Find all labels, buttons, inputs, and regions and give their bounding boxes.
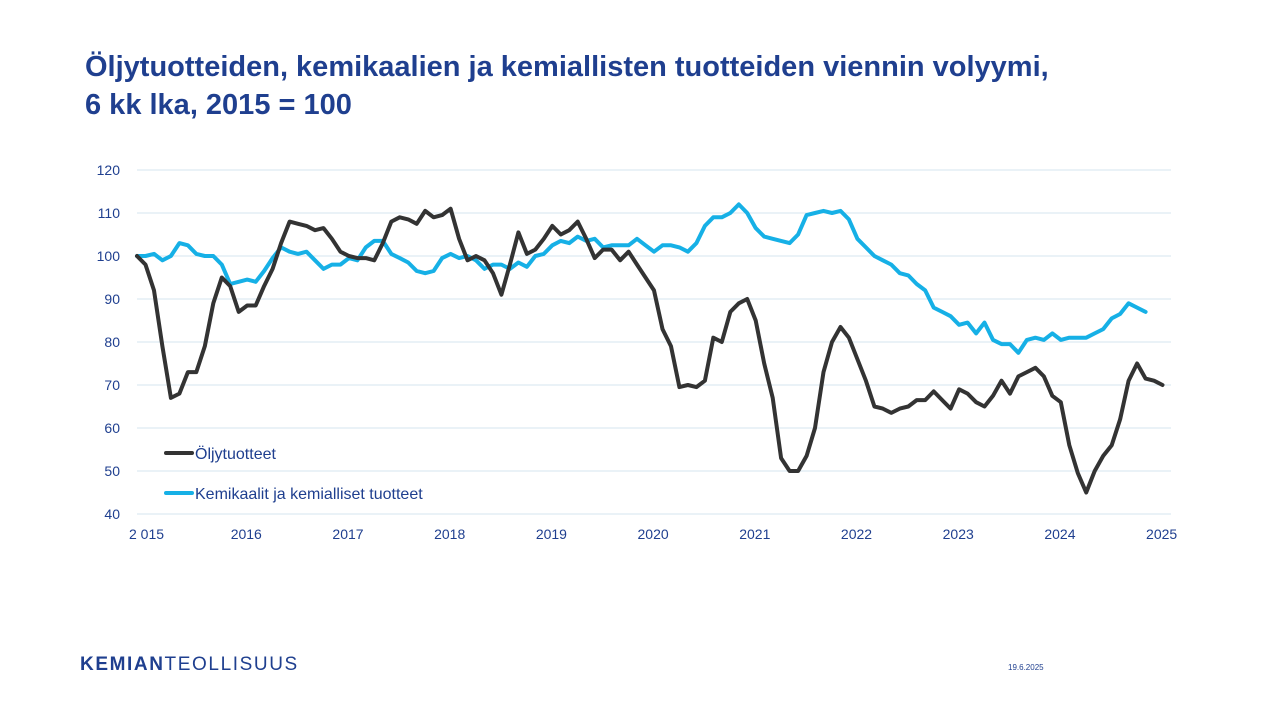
y-tick-label: 70 — [104, 377, 120, 393]
x-tick-label: 2020 — [638, 526, 669, 542]
x-tick-label: 2021 — [739, 526, 770, 542]
legend-label: Öljytuotteet — [195, 445, 276, 463]
series-line-oljytuotteet — [135, 206, 1165, 495]
x-tick-label: 2016 — [231, 526, 262, 542]
x-tick-label: 2025 — [1146, 526, 1177, 542]
kemianteollisuus-logo: KEMIANTEOLLISUUS — [80, 654, 299, 675]
title-line-1: Öljytuotteiden, kemikaalien ja kemiallis… — [85, 51, 1049, 83]
y-tick-label: 90 — [104, 291, 120, 307]
slide-date: 19.6.2025 — [1008, 663, 1044, 672]
x-tick-label: 2019 — [536, 526, 567, 542]
series-lines — [135, 202, 1165, 495]
y-tick-label: 60 — [104, 420, 120, 436]
x-axis: 2 015 2016 2017 2018 2019 2020 2021 2022 2023 202… — [129, 526, 1177, 542]
x-tick-label: 2023 — [943, 526, 974, 542]
series-line-kemikaalit — [135, 202, 1148, 355]
title-line-2: 6 kk lka, 2015 = 100 — [85, 89, 352, 121]
y-tick-label: 110 — [98, 205, 121, 221]
y-tick-label: 40 — [104, 506, 120, 522]
chart-title: Öljytuotteiden, kemikaalien ja kemiallis… — [85, 48, 1205, 124]
legend-label: Kemikaalit ja kemialliset tuotteet — [195, 486, 423, 503]
legend: Öljytuotteet Kemikaalit ja kemialliset tu… — [164, 445, 423, 503]
x-tick-label: 2 015 — [129, 526, 164, 542]
y-tick-label: 100 — [97, 248, 121, 264]
y-axis: 40 50 60 70 80 90 100 110 120 — [97, 162, 121, 522]
y-tick-label: 80 — [104, 334, 120, 350]
x-tick-label: 2024 — [1044, 526, 1075, 542]
y-tick-label: 120 — [97, 162, 121, 178]
x-tick-label: 2017 — [332, 526, 363, 542]
x-tick-label: 2022 — [841, 526, 872, 542]
y-tick-label: 50 — [104, 463, 120, 479]
x-tick-label: 2018 — [434, 526, 465, 542]
